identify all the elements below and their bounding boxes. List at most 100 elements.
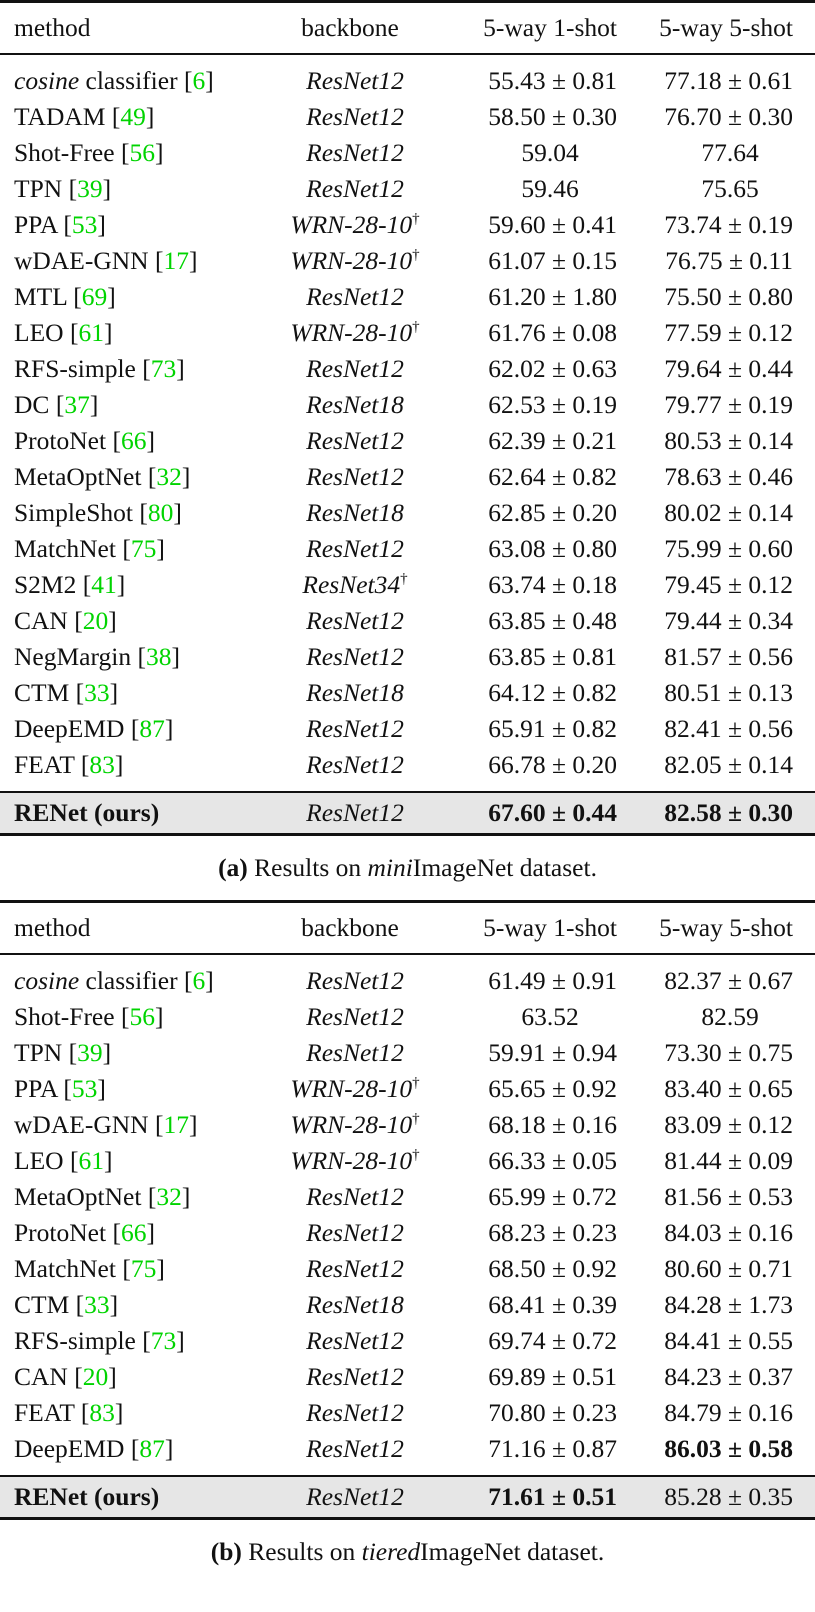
method-name: Shot-Free [14, 138, 121, 167]
one-shot-accuracy: 65.99 ± 0.72 [488, 1182, 617, 1211]
citation-link[interactable]: 66 [120, 426, 147, 455]
method-name: DeepEMD [14, 1434, 131, 1463]
citation-link[interactable]: 61 [78, 318, 104, 347]
one-shot-accuracy: 59.91 ± 0.94 [488, 1038, 617, 1067]
table-row: wDAE-GNN [17] WRN-28-10† 68.18 ± 0.16 83.09… [0, 1107, 815, 1143]
backbone-name: ResNet12 [306, 1002, 404, 1031]
citation-link[interactable]: 41 [91, 570, 117, 599]
backbone-cell: ResNet12 [265, 1431, 435, 1467]
column-header-1-shot: 5-way 1-shot [435, 901, 635, 955]
backbone-cell: ResNet12 [265, 54, 435, 99]
method-cell: TPN [39] [14, 174, 112, 203]
citation-link[interactable]: 87 [139, 714, 165, 743]
backbone-name: ResNet12 [306, 1182, 404, 1211]
citation-link[interactable]: 83 [89, 1398, 115, 1427]
citation-link[interactable]: 73 [150, 354, 177, 383]
column-header-5-shot: 5-way 5-shot [635, 901, 815, 955]
backbone-name: ResNet12 [306, 714, 404, 743]
dagger-mark: † [412, 1075, 420, 1091]
backbone-name: ResNet12 [306, 102, 404, 131]
backbone-cell: WRN-28-10† [265, 243, 435, 279]
backbone-name: ResNet12 [306, 66, 404, 95]
backbone-name: WRN-28-10 [290, 210, 413, 239]
backbone-cell: ResNet12 [265, 603, 435, 639]
caption-dataset-suffix: ImageNet dataset. [420, 1537, 605, 1566]
backbone-cell: ResNet12 [265, 1359, 435, 1395]
method-name: DC [14, 390, 56, 419]
citation-link[interactable]: 61 [78, 1146, 104, 1175]
citation-link[interactable]: 6 [192, 66, 206, 95]
citation-link[interactable]: 20 [82, 1362, 109, 1391]
table-row: LEO [61] WRN-28-10† 66.33 ± 0.05 81.44 ± 0.… [0, 1143, 815, 1179]
citation-link[interactable]: 32 [156, 1182, 182, 1211]
citation-link[interactable]: 53 [71, 1074, 98, 1103]
five-shot-accuracy: 80.60 ± 0.71 [664, 1254, 793, 1283]
one-shot-accuracy: 61.20 ± 1.80 [488, 282, 617, 311]
citation-link[interactable]: 69 [81, 282, 108, 311]
citation-link[interactable]: 66 [120, 1218, 147, 1247]
backbone-name: WRN-28-10 [290, 1074, 413, 1103]
method-cell: DC [37] [14, 390, 99, 419]
ours-row: RENet (ours) ResNet12 71.61 ± 0.51 85.28 ± … [0, 1475, 815, 1519]
five-shot-accuracy: 77.64 [701, 138, 759, 167]
citation-link[interactable]: 39 [77, 174, 103, 203]
one-shot-accuracy: 71.61 ± 0.51 [435, 1475, 635, 1519]
method-cell: LEO [61] [14, 1146, 113, 1175]
citation-link[interactable]: 17 [163, 1110, 189, 1139]
table-row: Shot-Free [56] ResNet12 59.04 77.64 [0, 135, 815, 171]
five-shot-accuracy: 85.28 ± 0.35 [635, 1475, 815, 1519]
backbone-cell: ResNet12 [265, 747, 435, 783]
citation-link[interactable]: 56 [129, 1002, 155, 1031]
method-cell: wDAE-GNN [17] [14, 246, 198, 275]
one-shot-accuracy: 65.65 ± 0.92 [488, 1074, 617, 1103]
one-shot-accuracy: 61.49 ± 0.91 [488, 966, 617, 995]
citation-link[interactable]: 17 [163, 246, 189, 275]
five-shot-accuracy: 81.56 ± 0.53 [664, 1182, 793, 1211]
five-shot-accuracy: 76.75 ± 0.11 [665, 246, 793, 275]
citation-link[interactable]: 32 [156, 462, 182, 491]
citation-link[interactable]: 37 [64, 390, 90, 419]
caption-text: Results on [247, 853, 368, 882]
citation-link[interactable]: 33 [84, 678, 110, 707]
five-shot-accuracy: 79.64 ± 0.44 [664, 354, 793, 383]
citation-link[interactable]: 87 [139, 1434, 165, 1463]
citation-link[interactable]: 80 [147, 498, 174, 527]
backbone-name: ResNet12 [306, 642, 404, 671]
table-row: S2M2 [41] ResNet34† 63.74 ± 0.18 79.45 ± 0.… [0, 567, 815, 603]
citation-link[interactable]: 75 [130, 1254, 157, 1283]
citation-link[interactable]: 83 [89, 750, 115, 779]
backbone-name: ResNet12 [306, 1362, 404, 1391]
backbone-cell: ResNet12 [265, 1179, 435, 1215]
citation-link[interactable]: 39 [77, 1038, 103, 1067]
column-header-method: method [0, 1, 265, 55]
one-shot-accuracy: 63.74 ± 0.18 [488, 570, 617, 599]
dagger-mark: † [400, 571, 408, 587]
method-name: S2M2 [14, 570, 83, 599]
citation-link[interactable]: 6 [192, 966, 206, 995]
method-cell: NegMargin [38] [14, 642, 180, 671]
citation-link[interactable]: 75 [130, 534, 157, 563]
citation-link[interactable]: 49 [120, 102, 146, 131]
backbone-name: ResNet12 [306, 174, 404, 203]
column-header-method: method [0, 901, 265, 955]
citation-link[interactable]: 20 [82, 606, 109, 635]
table-row: Shot-Free [56] ResNet12 63.52 82.59 [0, 999, 815, 1035]
citation-link[interactable]: 38 [145, 642, 172, 671]
citation-link[interactable]: 56 [129, 138, 155, 167]
table-row: DC [37] ResNet18 62.53 ± 0.19 79.77 ± 0.19 [0, 387, 815, 423]
citation-link[interactable]: 33 [84, 1290, 110, 1319]
results-table-b: method backbone 5-way 1-shot 5-way 5-shot co… [0, 900, 815, 1520]
method-cell: S2M2 [41] [14, 570, 126, 599]
backbone-cell: ResNet34† [265, 567, 435, 603]
method-name: DeepEMD [14, 714, 131, 743]
one-shot-accuracy: 62.39 ± 0.21 [488, 426, 617, 455]
backbone-cell: ResNet12 [265, 135, 435, 171]
citation-link[interactable]: 53 [71, 210, 98, 239]
citation-link[interactable]: 73 [150, 1326, 177, 1355]
dagger-mark: † [412, 319, 420, 335]
table-body: cosine classifier [6] ResNet12 55.43 ± 0.8… [0, 54, 815, 835]
one-shot-accuracy: 59.60 ± 0.41 [488, 210, 617, 239]
method-cell: PPA [53] [14, 1074, 106, 1103]
dagger-mark: † [412, 1147, 420, 1163]
one-shot-accuracy: 68.23 ± 0.23 [488, 1218, 617, 1247]
